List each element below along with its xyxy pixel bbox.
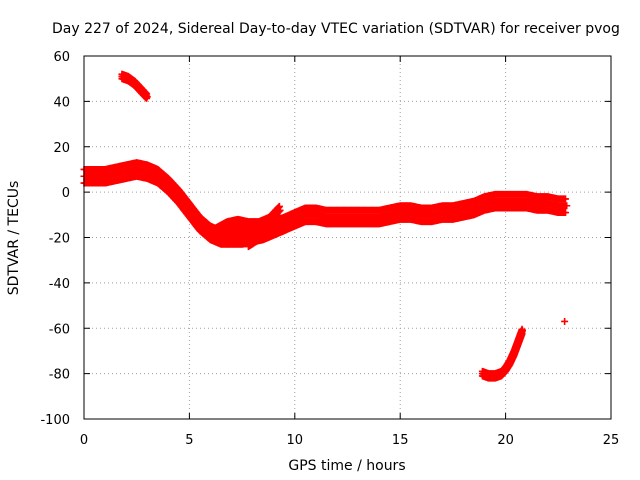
x-axis-label: GPS time / hours (288, 458, 405, 474)
series-early-arc (118, 70, 151, 102)
grid (84, 56, 611, 419)
series-late-arc (478, 325, 526, 382)
x-tick-label: 20 (497, 433, 514, 448)
y-tick-label: 60 (53, 50, 70, 65)
y-tick-label: -40 (49, 277, 70, 292)
data-point (562, 209, 570, 217)
data-point (276, 206, 284, 214)
data-point (143, 93, 151, 101)
y-tick-label: 40 (53, 95, 70, 110)
x-tick-label: 0 (80, 433, 88, 448)
y-tick-label: -60 (49, 322, 70, 337)
data-point (561, 317, 569, 325)
x-tick-label: 25 (603, 433, 620, 448)
series-evening-arc (244, 202, 284, 251)
series-secondary-band (211, 213, 274, 241)
data-point (563, 202, 571, 210)
y-tick-label: -80 (49, 368, 70, 383)
data-point (518, 327, 526, 335)
y-tick-label: 0 (62, 186, 70, 201)
x-tick-label: 5 (185, 433, 193, 448)
data-points (80, 70, 571, 382)
data-point (562, 195, 570, 203)
series-isolated-point (561, 317, 569, 325)
y-axis-label: SDTVAR / TECUs (6, 181, 22, 296)
chart-title: Day 227 of 2024, Sidereal Day-to-day VTE… (52, 21, 620, 37)
x-tick-label: 10 (287, 433, 304, 448)
x-tick-label: 15 (392, 433, 409, 448)
y-tick-label: -20 (49, 232, 70, 247)
axis-ticks: 0 5 10 15 20 25 -100 -80 -60 -40 -20 0 20 40 60 (40, 50, 619, 448)
y-tick-label: 20 (53, 141, 70, 156)
y-tick-label: -100 (40, 413, 70, 428)
